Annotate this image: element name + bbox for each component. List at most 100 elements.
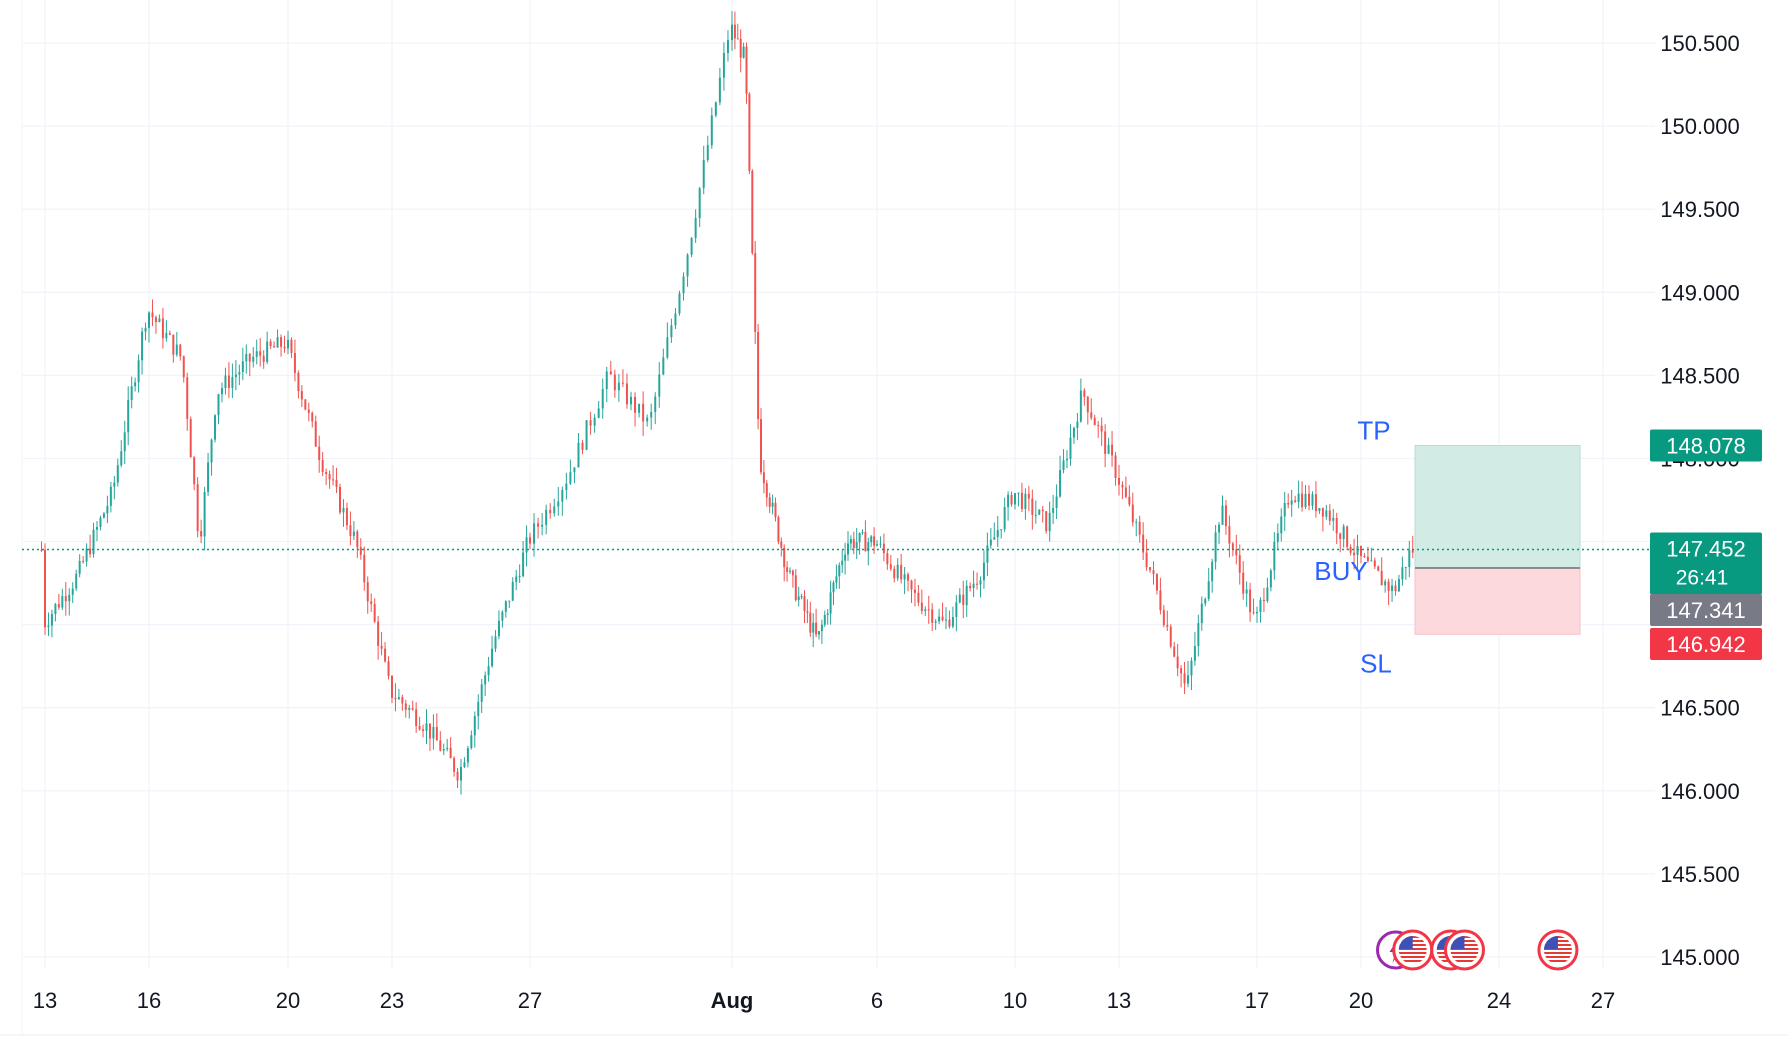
candle-body bbox=[425, 723, 428, 731]
us-flag-icon[interactable] bbox=[1537, 929, 1579, 971]
y-axis[interactable]: 145.000145.500146.000146.500148.000148.5… bbox=[1660, 31, 1740, 970]
y-tick-label: 146.500 bbox=[1660, 696, 1740, 721]
candle bbox=[1076, 412, 1079, 441]
candle-body bbox=[252, 356, 255, 362]
candle-body bbox=[545, 509, 548, 525]
us-flag-icon[interactable] bbox=[1444, 929, 1485, 971]
candle-body bbox=[771, 502, 774, 507]
candle bbox=[231, 363, 234, 399]
candle-body bbox=[666, 337, 669, 358]
candle bbox=[127, 386, 130, 446]
candle-body bbox=[1045, 511, 1048, 532]
candle-body bbox=[1211, 561, 1214, 582]
candle-body bbox=[907, 574, 910, 581]
candle bbox=[1020, 482, 1023, 513]
candle-body bbox=[1280, 516, 1283, 534]
candle bbox=[106, 495, 109, 524]
candle-body bbox=[1269, 570, 1272, 588]
countdown-timer: 26:41 bbox=[1676, 567, 1729, 590]
candle bbox=[986, 532, 989, 577]
candle bbox=[934, 619, 937, 630]
candle-body bbox=[314, 421, 317, 447]
y-tick-label: 145.500 bbox=[1660, 862, 1740, 887]
candle-body bbox=[175, 344, 178, 355]
candle bbox=[387, 656, 390, 680]
candle-body bbox=[852, 539, 855, 549]
candle bbox=[1328, 504, 1331, 526]
candle bbox=[182, 355, 185, 383]
candle-body bbox=[61, 596, 64, 608]
candle bbox=[1318, 507, 1321, 514]
candle bbox=[40, 541, 43, 552]
candle-body bbox=[435, 726, 438, 741]
candle bbox=[1356, 534, 1359, 569]
candle bbox=[581, 440, 584, 455]
candle bbox=[300, 385, 303, 408]
candle bbox=[61, 588, 64, 611]
candle-body bbox=[1076, 421, 1079, 428]
candle-body bbox=[453, 758, 456, 772]
candle bbox=[186, 372, 189, 431]
take-profit-zone[interactable] bbox=[1414, 444, 1581, 569]
candle-body bbox=[1187, 675, 1189, 684]
candle bbox=[113, 476, 116, 500]
candle bbox=[1332, 508, 1335, 531]
position-tool[interactable]: TP BUY SL bbox=[1314, 415, 1581, 678]
candle bbox=[293, 339, 296, 382]
candle bbox=[394, 683, 397, 712]
candle bbox=[896, 558, 899, 582]
candle bbox=[917, 585, 920, 607]
candle bbox=[768, 492, 771, 514]
candle bbox=[1349, 544, 1352, 556]
candle-body bbox=[168, 333, 171, 335]
candle bbox=[861, 529, 864, 535]
candle bbox=[1325, 504, 1328, 520]
candle-body bbox=[803, 596, 806, 612]
candle-body bbox=[359, 547, 362, 555]
candle-body bbox=[1335, 518, 1338, 534]
candle bbox=[748, 92, 751, 175]
tp-label: TP bbox=[1357, 415, 1390, 445]
candle bbox=[1242, 561, 1245, 600]
x-axis[interactable]: 13 16 20 23 27 Aug 6 10 13 17 20 24 27 bbox=[33, 988, 1615, 1013]
stop-loss-zone[interactable] bbox=[1414, 567, 1581, 635]
candle-body bbox=[1231, 543, 1234, 550]
candle bbox=[446, 738, 449, 752]
candle bbox=[335, 467, 338, 494]
candle-body bbox=[366, 582, 369, 602]
candle bbox=[449, 737, 452, 759]
candle-body bbox=[480, 684, 483, 702]
us-flag-icon[interactable] bbox=[1392, 929, 1434, 971]
candle bbox=[733, 11, 736, 50]
candle bbox=[425, 709, 428, 744]
candle bbox=[910, 579, 913, 603]
candle bbox=[777, 515, 780, 545]
candle bbox=[1280, 508, 1283, 542]
candle-body bbox=[1373, 560, 1376, 567]
event-markers[interactable] bbox=[1376, 929, 1579, 971]
candle-body bbox=[702, 160, 705, 189]
take-profit-tag-value: 148.078 bbox=[1666, 433, 1746, 458]
candle bbox=[686, 253, 689, 287]
candle-body bbox=[809, 612, 812, 633]
candle bbox=[1373, 557, 1376, 570]
candle-body bbox=[196, 484, 199, 532]
stop-loss-price-tag: 146.942 bbox=[1650, 628, 1762, 660]
candle-body bbox=[706, 145, 709, 161]
candle-body bbox=[873, 536, 876, 546]
candle bbox=[718, 67, 721, 106]
candle-body bbox=[861, 532, 864, 534]
candle-body bbox=[64, 596, 67, 602]
candle-body bbox=[387, 661, 390, 676]
candle-body bbox=[858, 532, 861, 543]
candle bbox=[508, 600, 511, 608]
candle-body bbox=[1159, 590, 1162, 611]
candle-body bbox=[1353, 552, 1356, 556]
candle-body bbox=[432, 726, 435, 739]
candle-body bbox=[342, 507, 345, 513]
candle-body bbox=[207, 462, 210, 492]
candle-body bbox=[179, 344, 182, 357]
candle bbox=[577, 433, 580, 468]
